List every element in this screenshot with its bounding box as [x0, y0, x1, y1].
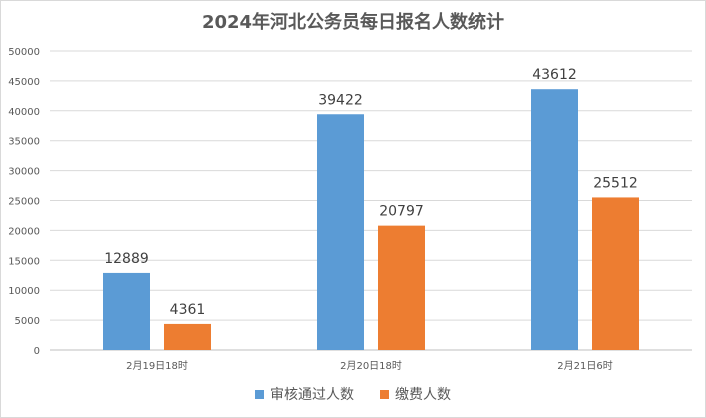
y-tick-label: 15000 [8, 256, 40, 267]
y-tick-label: 10000 [8, 286, 40, 297]
legend-swatch-series-2 [380, 389, 389, 399]
legend-item-series-1: 审核通过人数 [255, 384, 354, 404]
data-label: 12889 [104, 251, 149, 267]
bar [531, 89, 578, 350]
y-tick-label: 30000 [8, 167, 40, 178]
y-tick-label: 50000 [8, 47, 40, 58]
legend: 审核通过人数 缴费人数 [0, 384, 706, 404]
x-tick-label: 2月19日18时 [126, 360, 188, 372]
legend-item-series-2: 缴费人数 [380, 384, 451, 404]
y-tick-label: 45000 [8, 77, 40, 88]
y-tick-label: 20000 [8, 226, 40, 237]
x-tick-label: 2月21日6时 [557, 360, 612, 372]
data-label: 4361 [170, 302, 206, 318]
bar [378, 225, 425, 350]
bar [317, 114, 364, 350]
bar [592, 197, 639, 350]
data-label: 25512 [593, 175, 638, 191]
y-tick-label: 0 [34, 346, 40, 357]
data-label: 39422 [318, 92, 363, 108]
y-tick-label: 5000 [15, 316, 40, 327]
bar [103, 272, 150, 350]
y-tick-label: 25000 [8, 197, 40, 208]
legend-label-series-1: 审核通过人数 [270, 387, 354, 403]
data-label: 43612 [532, 67, 577, 83]
y-tick-label: 35000 [8, 137, 40, 148]
x-tick-label: 2月20日18时 [340, 360, 402, 372]
legend-swatch-series-1 [255, 389, 264, 399]
data-label: 20797 [379, 204, 424, 220]
legend-label-series-2: 缴费人数 [395, 387, 451, 403]
y-tick-label: 40000 [8, 107, 40, 118]
bar [164, 323, 211, 350]
chart-title: 2024年河北公务员每日报名人数统计 [201, 12, 505, 33]
